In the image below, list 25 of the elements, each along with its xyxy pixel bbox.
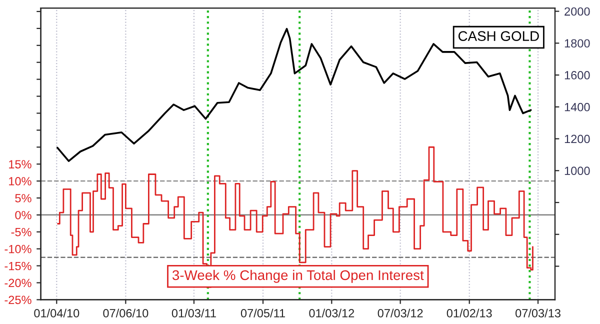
y-tick-label: 0% <box>15 210 32 220</box>
series-label: 3-Week % Change in Total Open Interest <box>172 270 424 283</box>
y2-tick-label: 1800 <box>564 39 590 48</box>
y-tick-label: -15% <box>4 262 32 270</box>
x-tick-label: 01/04/10 <box>34 308 80 318</box>
y-tick-label: -25% <box>4 296 32 304</box>
y-tick-label: 5% <box>15 194 32 202</box>
x-tick-label: 07/05/11 <box>240 308 285 318</box>
y-tick-label: 15% <box>9 160 32 168</box>
x-tick-label: 01/03/12 <box>309 308 354 318</box>
x-tick-label: 01/02/13 <box>446 308 492 318</box>
series-label: CASH GOLD <box>458 31 539 41</box>
y2-tick-label: 1000 <box>564 166 590 176</box>
x-tick-label: 07/03/13 <box>516 308 560 318</box>
y2-tick-label: 2000 <box>564 7 590 16</box>
y-tick-label: 10% <box>9 177 32 186</box>
x-tick-label: 07/06/10 <box>103 308 148 318</box>
y2-tick-label: 1400 <box>564 102 590 112</box>
y-tick-label: -10% <box>4 244 32 254</box>
y-tick-label: -20% <box>4 278 32 288</box>
x-tick-label: 07/03/12 <box>378 308 423 318</box>
y2-tick-label: 1200 <box>564 134 590 144</box>
y2-tick-label: 1600 <box>564 71 590 80</box>
x-tick-label: 01/03/11 <box>172 308 216 318</box>
y-tick-label: -5% <box>11 228 32 236</box>
